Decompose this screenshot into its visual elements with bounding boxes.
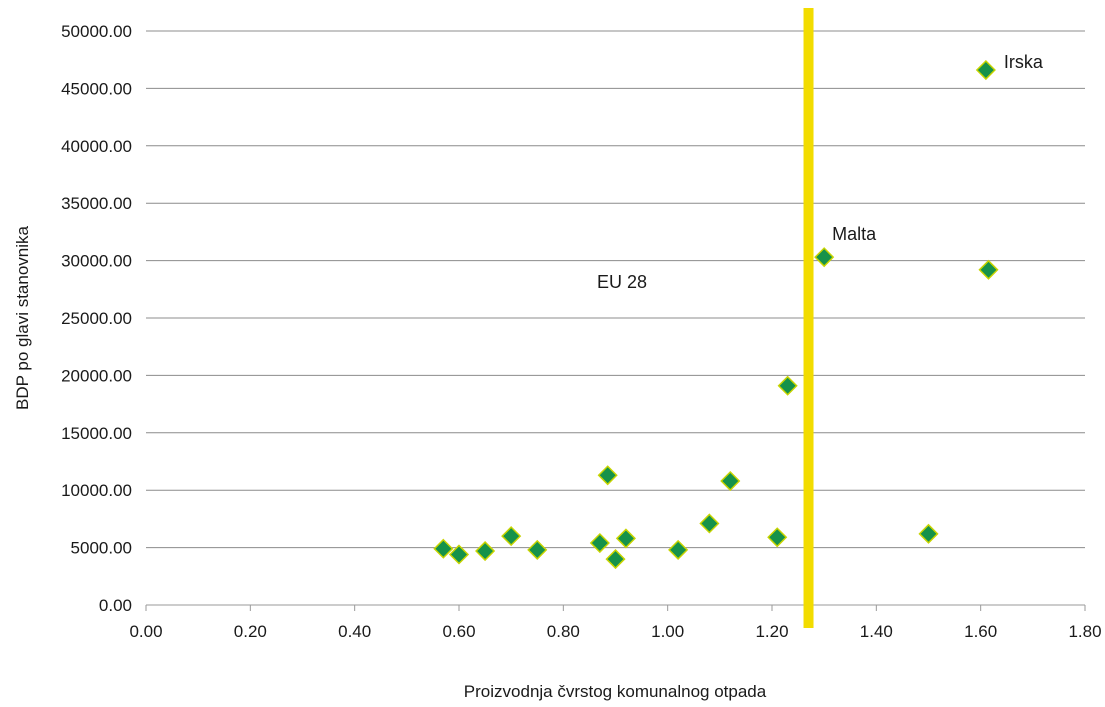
point-label: Malta [832,224,877,244]
x-tick-label: 0.40 [338,622,371,641]
data-point [767,527,788,548]
x-tick-labels: 0.00 0.20 0.40 0.60 0.80 1.00 1.20 1.40 1.60 1.80 [129,622,1101,641]
x-tick-label: 1.00 [651,622,684,641]
x-tick-label: 1.20 [755,622,788,641]
x-tick-label: 0.60 [442,622,475,641]
data-point [777,375,798,396]
data-point [433,538,454,559]
data-point [699,513,720,534]
y-tick-label: 0.00 [99,596,132,615]
data-point [814,247,835,268]
data-point [975,59,996,81]
point-labels: Malta Irska [832,52,1044,244]
data-point [589,532,610,554]
y-tick-label: 15000.00 [61,424,132,443]
y-tick-label: 25000.00 [61,309,132,328]
y-tick-labels: 0.00 5000.00 10000.00 15000.00 20000.00 25000… [61,22,132,615]
data-point [720,470,741,492]
x-tick-label: 0.00 [129,622,162,641]
x-tick-label: 1.80 [1068,622,1101,641]
y-tick-label: 45000.00 [61,79,132,98]
x-tick-label: 0.20 [234,622,267,641]
x-tick-label: 1.40 [860,622,893,641]
x-tick-label: 0.80 [547,622,580,641]
data-point [475,540,496,562]
y-tick-label: 5000.00 [71,539,132,558]
y-tick-label: 10000.00 [61,481,132,500]
data-points [433,59,999,570]
data-point [448,544,470,565]
y-tick-label: 50000.00 [61,22,132,41]
y-tick-label: 20000.00 [61,366,132,385]
data-point [527,539,548,560]
data-point [668,539,689,560]
eu28-line [803,8,814,628]
eu28-label: EU 28 [597,272,647,292]
eu28-reference-line [803,8,814,628]
data-point [605,549,626,570]
y-tick-label: 40000.00 [61,137,132,156]
y-axis-title: BDP po glavi stanovnika [13,225,32,410]
y-tick-label: 35000.00 [61,194,132,213]
data-point [978,259,999,280]
data-point [615,528,636,549]
point-label: Irska [1004,52,1044,72]
data-point [597,465,618,486]
data-point [501,526,522,547]
x-tick-label: 1.60 [964,622,997,641]
y-tick-label: 30000.00 [61,252,132,271]
data-point [918,523,939,544]
gridlines [145,30,1086,611]
x-axis-title: Proizvodnja čvrstog komunalnog otpada [464,682,767,701]
